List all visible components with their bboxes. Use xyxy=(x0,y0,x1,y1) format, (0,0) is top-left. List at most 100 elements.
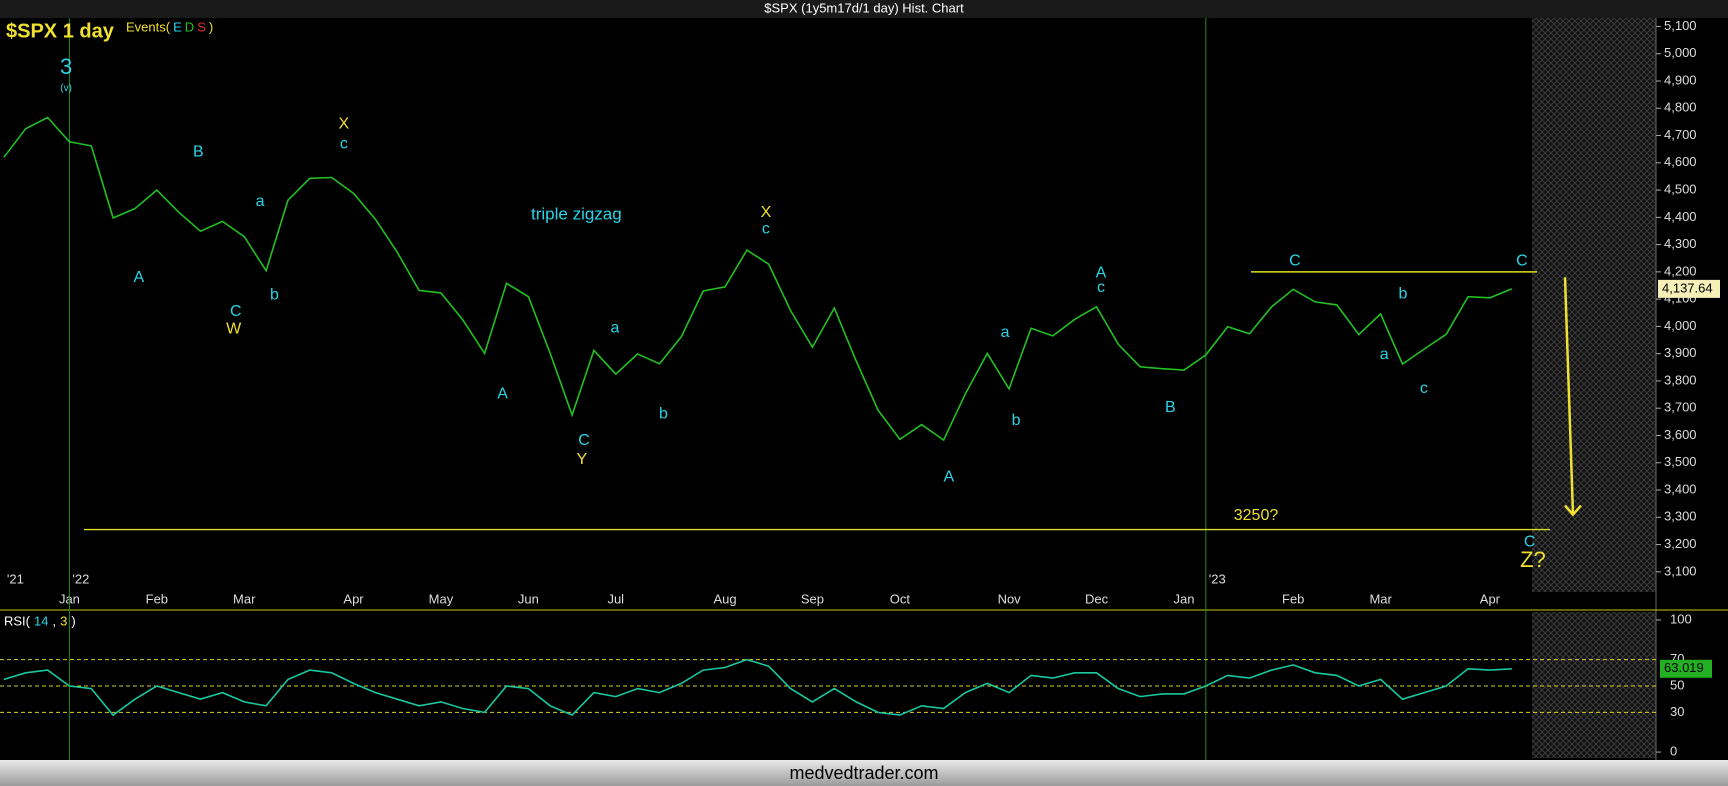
x-tick-label: Mar xyxy=(233,591,256,606)
wave-label: b xyxy=(1398,285,1407,302)
level-label: 3250? xyxy=(1234,507,1279,524)
indicator-label: 3 xyxy=(60,613,67,628)
x-tick-label: Oct xyxy=(890,591,911,606)
events-label: ) xyxy=(209,19,213,34)
wave-label: a xyxy=(1380,346,1389,363)
wave-label: C xyxy=(1516,252,1528,269)
y-tick-label: 3,800 xyxy=(1664,372,1697,387)
wave-label: a xyxy=(256,193,265,210)
wave-label: c xyxy=(1420,380,1428,397)
y-tick-label: 3,100 xyxy=(1664,563,1697,578)
wave-label: a xyxy=(1001,324,1010,341)
y-tick-label: 5,100 xyxy=(1664,18,1697,33)
wave-label: A xyxy=(134,269,145,286)
period-label: '21 xyxy=(7,571,24,586)
x-tick-label: Feb xyxy=(1282,591,1304,606)
y-tick-label: 3,700 xyxy=(1664,400,1697,415)
events-label: S xyxy=(197,19,206,34)
last-price-marker xyxy=(1658,279,1720,298)
x-tick-label: Jun xyxy=(518,591,539,606)
y-tick-label: 4,000 xyxy=(1664,318,1697,333)
y-tick-label: 4,800 xyxy=(1664,100,1697,115)
wave-label: Y xyxy=(577,451,588,468)
last-value-label: 63.019 xyxy=(1664,660,1704,675)
y-tick-label: 3,600 xyxy=(1664,427,1697,442)
future-area xyxy=(1532,18,1656,592)
wave-label: X xyxy=(339,116,350,133)
x-tick-label: Apr xyxy=(343,591,364,606)
y-tick-label: 3,500 xyxy=(1664,454,1697,469)
x-tick-label: Jul xyxy=(607,591,624,606)
y-tick-label: 3,400 xyxy=(1664,481,1697,496)
indicator-label: , xyxy=(52,613,56,628)
wave-label: c xyxy=(340,136,348,153)
y-tick-label: 4,700 xyxy=(1664,127,1697,142)
wave-label: b xyxy=(1012,412,1021,429)
wave-label: C xyxy=(1524,533,1536,550)
wave-label: X xyxy=(761,204,772,221)
y-tick-label: 3,200 xyxy=(1664,536,1697,551)
x-tick-label: Feb xyxy=(146,591,168,606)
events-label: E xyxy=(173,19,182,34)
y-tick-label: 4,500 xyxy=(1664,182,1697,197)
wave-label: triple zigzag xyxy=(531,204,622,223)
y-tick-label: 30 xyxy=(1670,704,1684,719)
wave-label: A xyxy=(1096,265,1107,282)
wave-label: a xyxy=(610,320,619,337)
x-tick-label: Nov xyxy=(998,591,1022,606)
y-tick-label: 5,000 xyxy=(1664,45,1697,60)
y-tick-label: 4,600 xyxy=(1664,154,1697,169)
x-tick-label: Sep xyxy=(801,591,824,606)
x-tick-label: Jan xyxy=(1173,591,1194,606)
last-value-marker xyxy=(1660,659,1712,678)
indicator-label: RSI( xyxy=(4,613,31,628)
title-bar xyxy=(0,0,1728,18)
series-line xyxy=(3,116,1513,442)
wave-label: c xyxy=(1097,279,1105,296)
wave-label: W xyxy=(226,321,242,338)
y-tick-label: 4,200 xyxy=(1664,263,1697,278)
window-title: $SPX (1y5m17d/1 day) Hist. Chart xyxy=(764,0,964,15)
period-label: '23 xyxy=(1209,571,1226,586)
events-label: Events( xyxy=(126,19,171,34)
wave-label: C xyxy=(1289,252,1301,269)
series-line xyxy=(3,658,1512,717)
wave-label: c xyxy=(762,220,770,237)
y-tick-label: 4,900 xyxy=(1664,72,1697,87)
wave-label: A xyxy=(944,468,955,485)
wave-label: B xyxy=(1165,399,1176,416)
x-tick-label: Dec xyxy=(1085,591,1109,606)
y-tick-label: 4,400 xyxy=(1664,209,1697,224)
wave-label: C xyxy=(578,432,590,449)
projection-arrow xyxy=(1563,277,1575,515)
wave-label: Z? xyxy=(1520,547,1546,572)
events-label: D xyxy=(185,19,194,34)
x-tick-label: May xyxy=(429,591,454,606)
x-tick-label: Aug xyxy=(713,591,736,606)
y-tick-label: 3,300 xyxy=(1664,509,1697,524)
wave-label: C xyxy=(230,303,242,320)
chart-title: $SPX 1 day xyxy=(6,20,115,42)
future-area xyxy=(1532,612,1656,758)
wave-label: A xyxy=(497,386,508,403)
footer-bar xyxy=(0,760,1728,786)
y-tick-label: 50 xyxy=(1670,677,1684,692)
y-tick-label: 0 xyxy=(1670,743,1677,758)
indicator-label: 14 xyxy=(34,613,48,628)
y-tick-label: 4,300 xyxy=(1664,236,1697,251)
y-tick-label: 3,900 xyxy=(1664,345,1697,360)
x-tick-label: Mar xyxy=(1369,591,1392,606)
wave-label: b xyxy=(270,287,279,304)
wave-label: (v) xyxy=(60,83,72,94)
wave-label: b xyxy=(659,406,668,423)
last-price-label: 4,137.64 xyxy=(1662,280,1713,295)
y-tick-label: 100 xyxy=(1670,611,1692,626)
wave-label: 3 xyxy=(60,54,72,79)
x-tick-label: Apr xyxy=(1480,591,1501,606)
period-label: '22 xyxy=(72,571,89,586)
projection-arrowhead xyxy=(1564,504,1582,517)
wave-label: B xyxy=(193,143,204,160)
footer: medvedtrader.com xyxy=(789,763,938,783)
indicator-label: ) xyxy=(71,613,75,628)
